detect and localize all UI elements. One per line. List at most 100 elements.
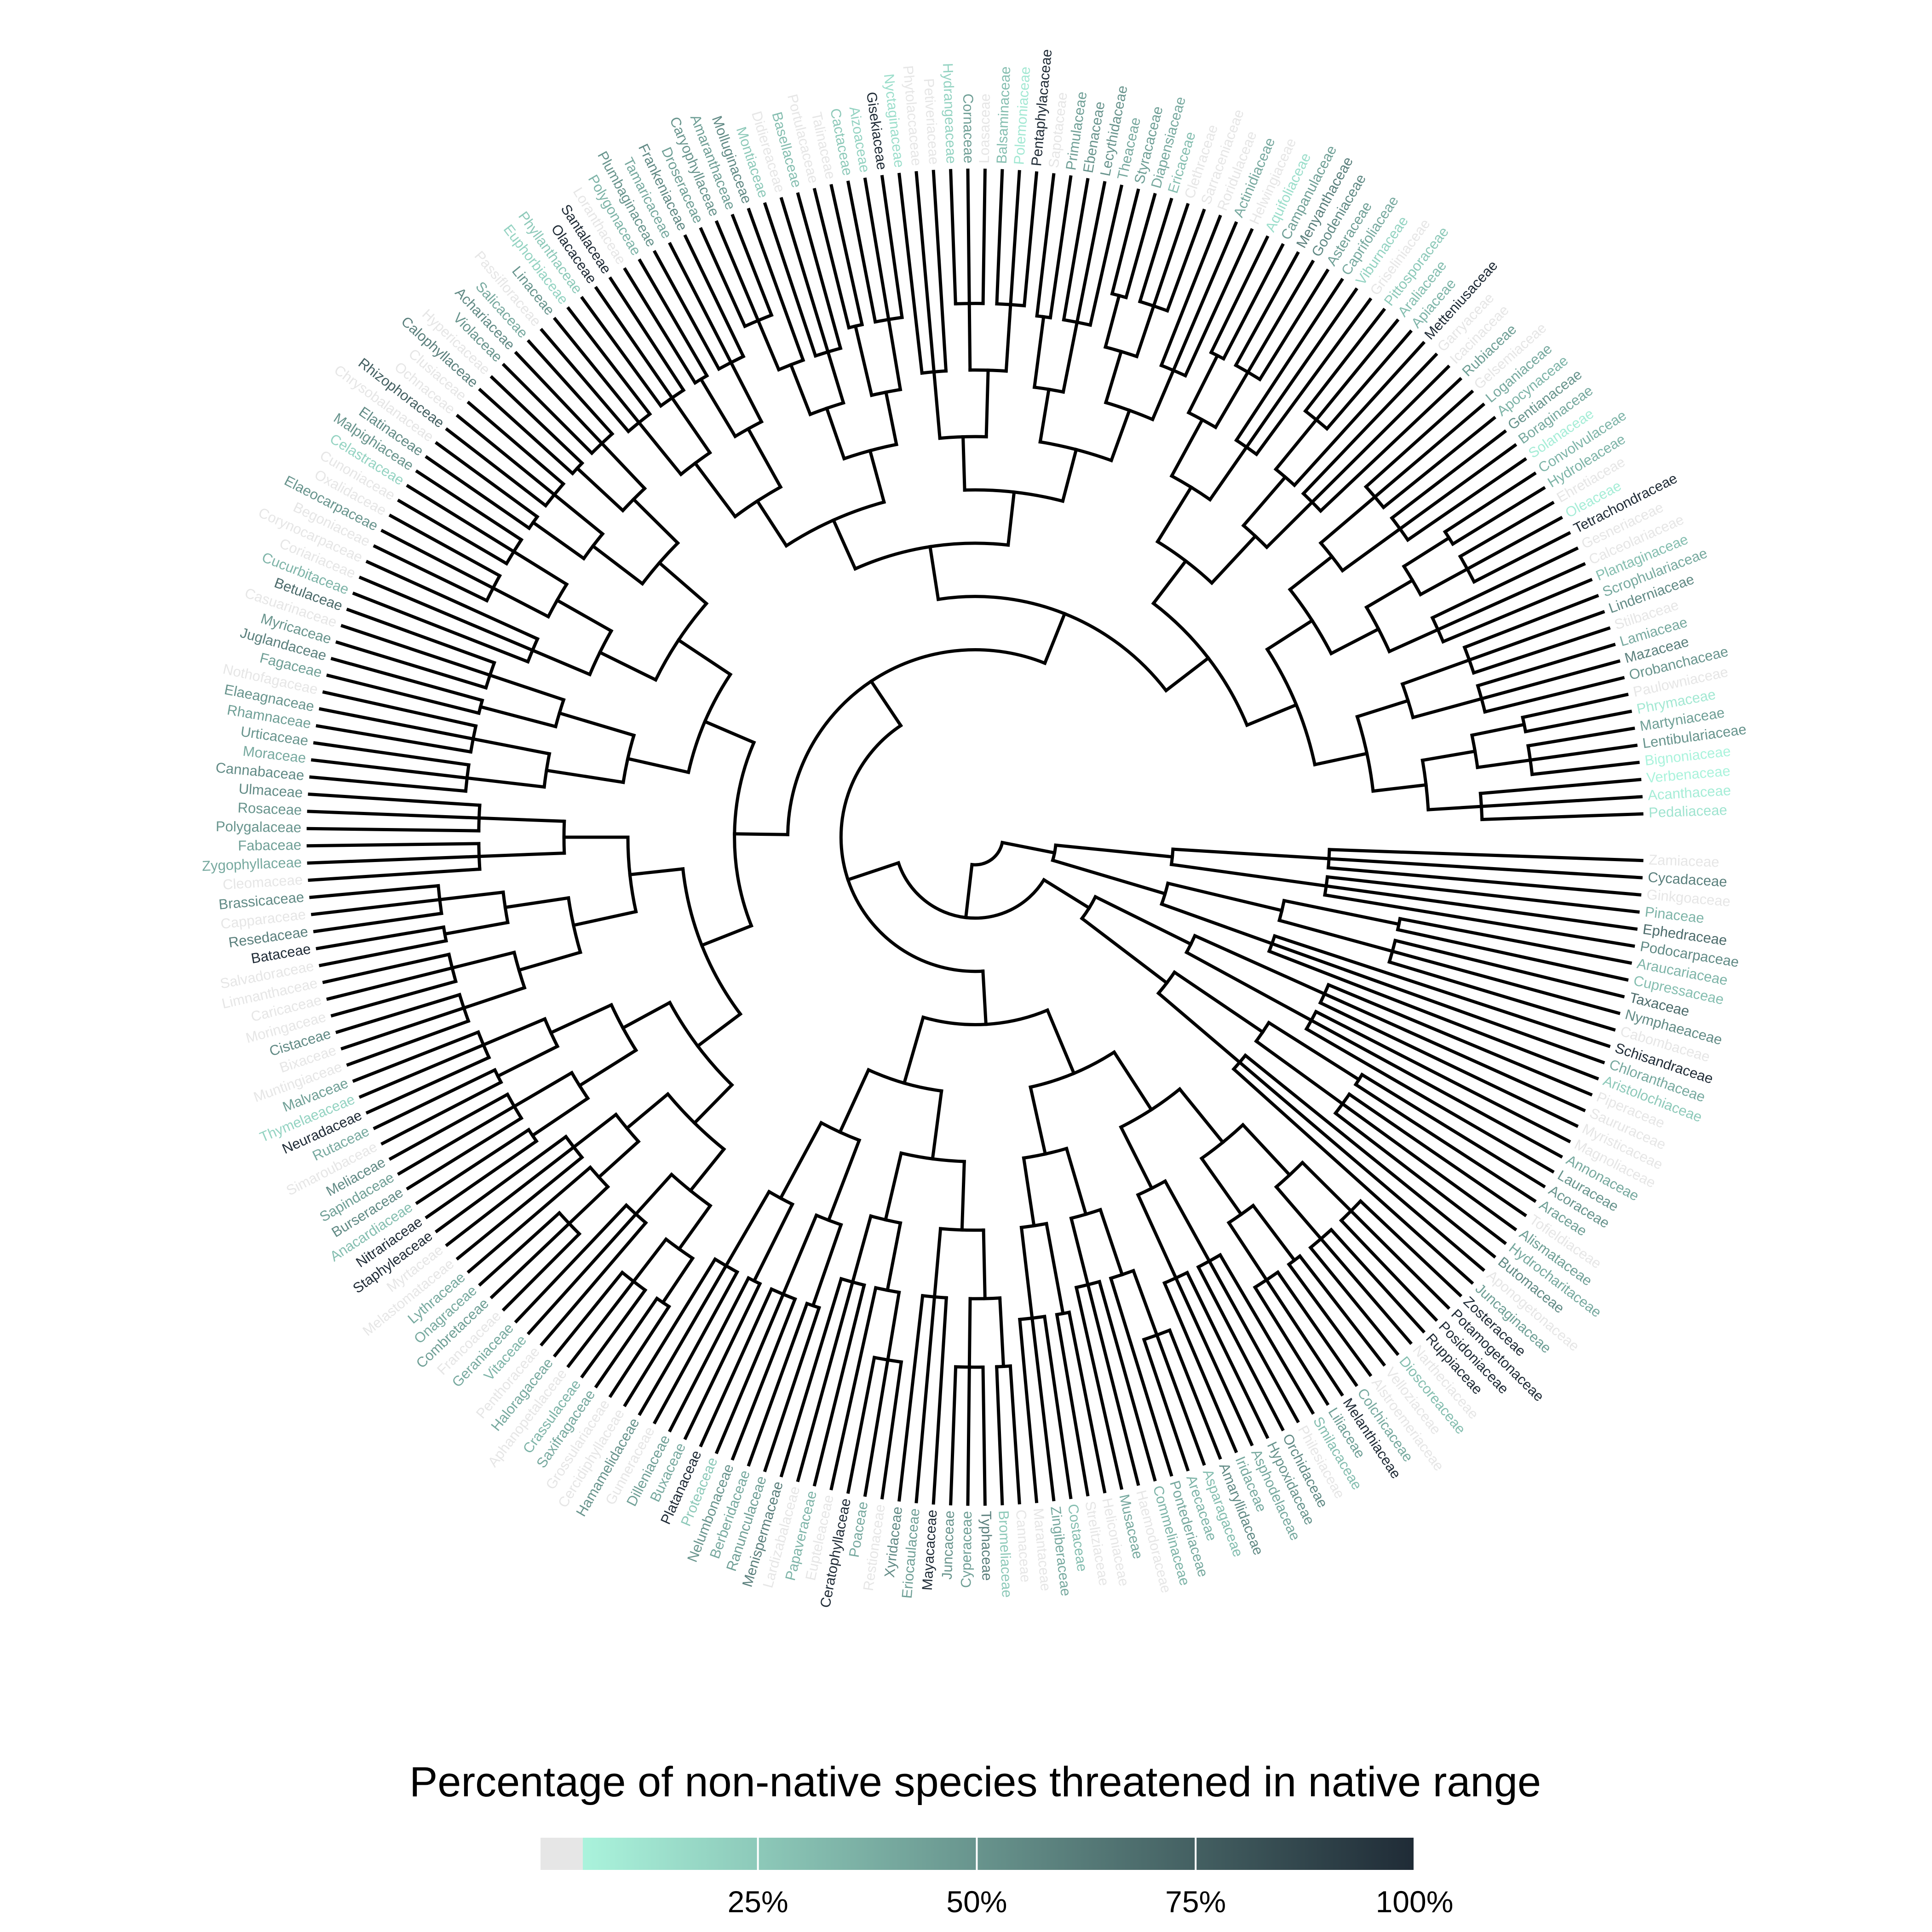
branch xyxy=(1151,203,1190,308)
branch xyxy=(819,1121,862,1143)
branch xyxy=(540,1220,648,1347)
branch xyxy=(1251,1203,1297,1263)
legend-tick-label: 50% xyxy=(946,1885,1007,1919)
branch xyxy=(484,573,502,603)
branch xyxy=(1166,881,1284,913)
branch xyxy=(872,1355,903,1364)
branch xyxy=(932,1296,949,1505)
branch xyxy=(1208,445,1249,502)
branch xyxy=(1387,627,1440,654)
branch xyxy=(1318,1000,1579,1128)
branch xyxy=(569,1070,590,1101)
branch xyxy=(949,1365,958,1506)
branch xyxy=(1313,751,1369,767)
branch xyxy=(307,810,481,820)
branch xyxy=(493,1068,503,1085)
branch xyxy=(1333,1092,1352,1116)
branch xyxy=(1196,1265,1285,1432)
branch xyxy=(1472,626,1611,675)
branch xyxy=(1288,554,1334,592)
branch xyxy=(1443,471,1537,534)
branch xyxy=(326,673,481,715)
branch xyxy=(1109,1268,1136,1281)
branch xyxy=(1029,1085,1047,1156)
branch xyxy=(1324,329,1413,431)
branch xyxy=(1184,933,1197,955)
branch xyxy=(1185,1270,1270,1439)
branch xyxy=(1018,1317,1039,1503)
branch xyxy=(1192,933,1327,996)
branch xyxy=(1244,287,1358,449)
branch xyxy=(1364,605,1392,654)
branch xyxy=(1450,486,1546,546)
branch xyxy=(1524,709,1633,734)
branch xyxy=(730,1297,797,1461)
branch xyxy=(609,1002,638,1052)
branch xyxy=(527,514,540,531)
branch xyxy=(1441,578,1593,644)
branch xyxy=(733,740,756,928)
branch xyxy=(1186,353,1220,415)
branch xyxy=(1045,1008,1076,1075)
branch xyxy=(1169,862,1328,888)
branch xyxy=(501,1231,582,1312)
branch xyxy=(938,435,988,440)
branch xyxy=(434,441,540,519)
tip-label: Hydrangeaceae xyxy=(940,63,960,164)
branch xyxy=(1004,303,1012,373)
branch xyxy=(1264,500,1315,550)
branch xyxy=(1287,1262,1373,1377)
branch xyxy=(1138,299,1170,313)
branch xyxy=(1074,1279,1102,1289)
branch xyxy=(869,387,903,397)
branch xyxy=(1363,389,1474,489)
branch xyxy=(1233,363,1262,382)
branch xyxy=(322,952,451,984)
branch xyxy=(1364,578,1415,610)
branch xyxy=(699,227,747,328)
tip-label: Cornaceae xyxy=(960,93,977,163)
branch xyxy=(921,1008,1050,1026)
branch xyxy=(967,302,972,372)
branch xyxy=(330,656,484,702)
branch xyxy=(693,461,737,519)
branch xyxy=(1340,1101,1518,1231)
branch xyxy=(1209,350,1226,361)
branch xyxy=(1000,840,1057,855)
branch xyxy=(1470,722,1526,737)
branch xyxy=(826,350,845,405)
tip-label: Loasaceae xyxy=(976,93,993,163)
branch xyxy=(1323,875,1329,897)
branch xyxy=(1521,715,1528,734)
branch xyxy=(1064,1146,1088,1217)
branch xyxy=(897,1294,925,1502)
branch xyxy=(883,1151,903,1222)
branch xyxy=(638,258,709,378)
branch xyxy=(811,1223,843,1308)
branch xyxy=(1080,894,1098,921)
branch xyxy=(1309,1018,1563,1159)
branch xyxy=(484,661,496,690)
branch xyxy=(1381,415,1496,510)
branch xyxy=(699,1287,774,1448)
branch xyxy=(1119,1087,1182,1129)
branch xyxy=(846,180,877,324)
branch xyxy=(373,544,489,603)
branch xyxy=(839,1276,866,1287)
branch xyxy=(481,1017,547,1047)
branch xyxy=(621,733,636,784)
branch xyxy=(1042,611,1067,666)
branch xyxy=(729,360,764,424)
branch xyxy=(1480,812,1644,822)
branch xyxy=(1323,893,1635,948)
branch xyxy=(477,816,566,823)
branch xyxy=(676,638,733,677)
branch xyxy=(1265,647,1317,767)
branch xyxy=(961,435,966,492)
branch xyxy=(1304,1027,1555,1174)
branch xyxy=(309,884,440,899)
branch xyxy=(577,1048,638,1088)
branch xyxy=(1266,1020,1362,1082)
branch xyxy=(1061,448,1078,503)
branch xyxy=(1199,1156,1244,1217)
